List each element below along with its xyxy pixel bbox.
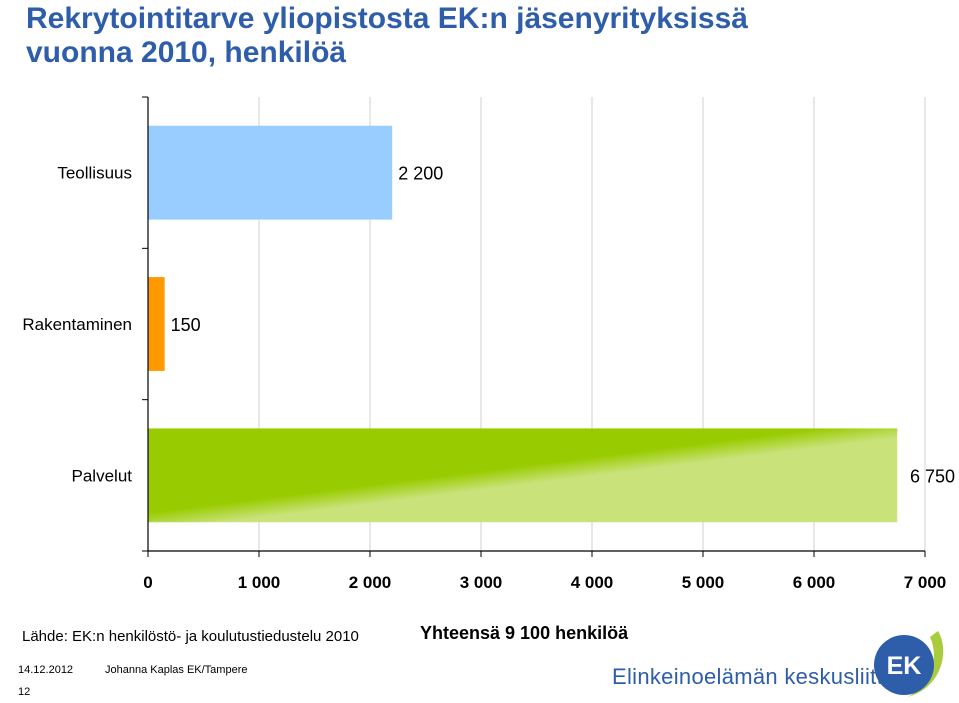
source-note: Lähde: EK:n henkilöstö- ja koulutustiedu… [22, 628, 359, 645]
bar-palvelut [148, 428, 898, 523]
logo-text: EK [887, 652, 922, 680]
total-note: Yhteensä 9 100 henkilöä [420, 623, 629, 643]
bar-teollisuus [148, 125, 393, 220]
x-tick-label: 7 000 [904, 573, 947, 592]
title-line-2: vuonna 2010, henkilöä [26, 36, 347, 69]
category-label: Rakentaminen [22, 315, 132, 334]
x-tick-label: 3 000 [460, 573, 503, 592]
value-label: 2 200 [398, 164, 443, 184]
footer-author: Johanna Kaplas EK/Tampere [105, 664, 248, 676]
bar-chart: 0 1 000 2 000 3 000 4 000 5 000 6 000 7 000 Teol… [22, 96, 955, 592]
x-tick-label: 1 000 [238, 573, 281, 592]
category-label: Teollisuus [57, 164, 132, 183]
x-tick-label: 5 000 [682, 573, 725, 592]
category-label: Palvelut [72, 466, 133, 485]
ek-logo: EK [874, 631, 944, 697]
value-label: 150 [171, 315, 201, 335]
chart-title: Rekrytointitarve yliopistosta EK:n jäsen… [26, 2, 946, 70]
title-line-1: Rekrytointitarve yliopistosta EK:n jäsen… [26, 2, 748, 35]
x-tick-label: 0 [143, 573, 152, 592]
x-tick-label: 2 000 [349, 573, 392, 592]
page-number: 12 [18, 686, 31, 698]
x-tick-label: 4 000 [571, 573, 614, 592]
footer-date: 14.12.2012 [18, 664, 74, 676]
x-tick-label: 6 000 [793, 573, 836, 592]
brand-name: Elinkeinoelämän keskusliitto [612, 664, 896, 689]
bar-rakentaminen [148, 277, 165, 371]
value-label: 6 750 [910, 466, 955, 486]
